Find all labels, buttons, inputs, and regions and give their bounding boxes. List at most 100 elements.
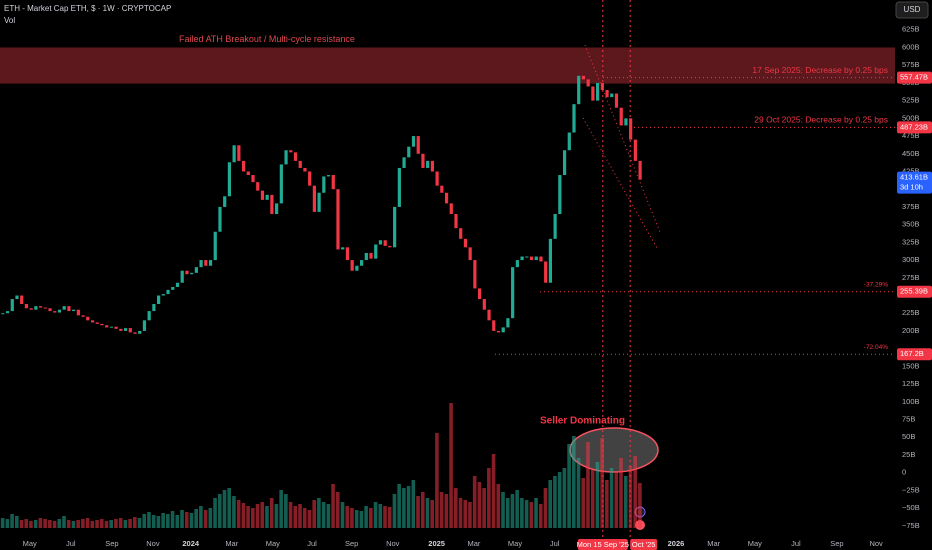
candle (119, 328, 123, 331)
candle (326, 175, 331, 177)
volume-bar (133, 517, 137, 528)
candle (548, 238, 553, 283)
candle (534, 256, 538, 261)
candle (157, 295, 161, 305)
volume-bar (38, 518, 43, 528)
candle (610, 93, 614, 98)
volume-bar (534, 498, 538, 528)
volume-bar (458, 498, 463, 528)
candle (62, 306, 66, 310)
volume-bar (62, 516, 66, 528)
candle (558, 175, 562, 215)
volume-bar (255, 504, 260, 528)
seller-ellipse (569, 427, 659, 473)
candle (482, 299, 486, 310)
x-tick-label: May (23, 539, 37, 548)
volume-bar (29, 521, 33, 528)
level-note: -37.29% (864, 281, 888, 288)
candle (123, 328, 128, 331)
candle (487, 309, 491, 321)
currency-button[interactable] (895, 1, 929, 19)
marker-tick-bg (630, 539, 658, 550)
candle (322, 176, 326, 193)
volume-bar (435, 433, 439, 528)
volume-bar (213, 498, 217, 528)
volume-bar (147, 512, 151, 528)
candle (275, 203, 279, 215)
volume-bar (387, 507, 392, 528)
y-tick-label: 50B (902, 432, 915, 441)
candle (289, 150, 293, 153)
volume-bar (307, 510, 312, 528)
volume-bar (10, 514, 14, 528)
volume-bar (595, 462, 600, 528)
volume-bar (449, 403, 453, 528)
volume-bar (477, 482, 482, 528)
y-tick-label: 0 (902, 468, 906, 477)
candle (459, 228, 463, 239)
candle (95, 322, 99, 324)
volume-bar (142, 514, 147, 528)
level-badge (897, 121, 932, 134)
volume-bar (189, 513, 194, 528)
currency-label[interactable]: USD (904, 5, 921, 14)
volume-bar (236, 500, 241, 528)
candle (492, 320, 496, 331)
candle (562, 150, 567, 176)
volume-bar (128, 519, 132, 528)
candle (638, 160, 642, 180)
candle (53, 311, 57, 313)
volume-bar (161, 513, 165, 528)
volume-bar (194, 509, 198, 528)
candle (246, 171, 250, 176)
volume-bar (284, 494, 288, 528)
candle (544, 261, 548, 283)
volume-bar (572, 436, 576, 528)
candle (426, 160, 430, 168)
candle (152, 304, 156, 312)
volume-bar (402, 488, 406, 528)
candle (293, 152, 298, 161)
volume-bar (638, 483, 642, 528)
volume-bar (321, 502, 326, 528)
volume-bar (114, 519, 118, 528)
candle (10, 299, 14, 312)
x-tick-label: Jul (307, 539, 317, 548)
volume-bar (326, 504, 331, 528)
volume-bar (359, 511, 364, 528)
candle (194, 267, 198, 273)
candle (388, 245, 392, 248)
y-tick-label: 350B (902, 220, 920, 229)
volume-bar (166, 514, 170, 528)
volume-bar (501, 492, 505, 528)
y-tick-label: 625B (902, 25, 920, 34)
volume-bar (302, 508, 307, 528)
volume-bar (562, 468, 567, 528)
volume-bar (340, 502, 345, 528)
volume-bar (170, 511, 175, 528)
resistance-zone (0, 47, 895, 84)
candle (161, 294, 165, 296)
level-badge-label: 255.39B (900, 287, 928, 296)
volume-bar (487, 468, 491, 528)
volume-bar (619, 458, 623, 528)
volume-bar (48, 520, 52, 528)
volume-bar (420, 492, 425, 528)
candle (180, 270, 184, 283)
x-tick-label: Nov (386, 539, 400, 548)
candle (435, 171, 439, 186)
level-badge-label: 557.47B (900, 73, 928, 82)
volume-bar (567, 444, 571, 528)
volume-bar (397, 484, 401, 528)
volume-bar (515, 490, 519, 528)
candle (633, 139, 637, 161)
x-tick-label: May (508, 539, 522, 548)
x-tick-label: May (748, 539, 762, 548)
y-tick-label: 225B (902, 308, 920, 317)
price-badge (897, 171, 932, 194)
volume-bar (468, 502, 472, 528)
volume-bar (600, 438, 604, 528)
volume-bar (298, 504, 302, 528)
candle (525, 256, 529, 258)
candle (72, 309, 76, 312)
